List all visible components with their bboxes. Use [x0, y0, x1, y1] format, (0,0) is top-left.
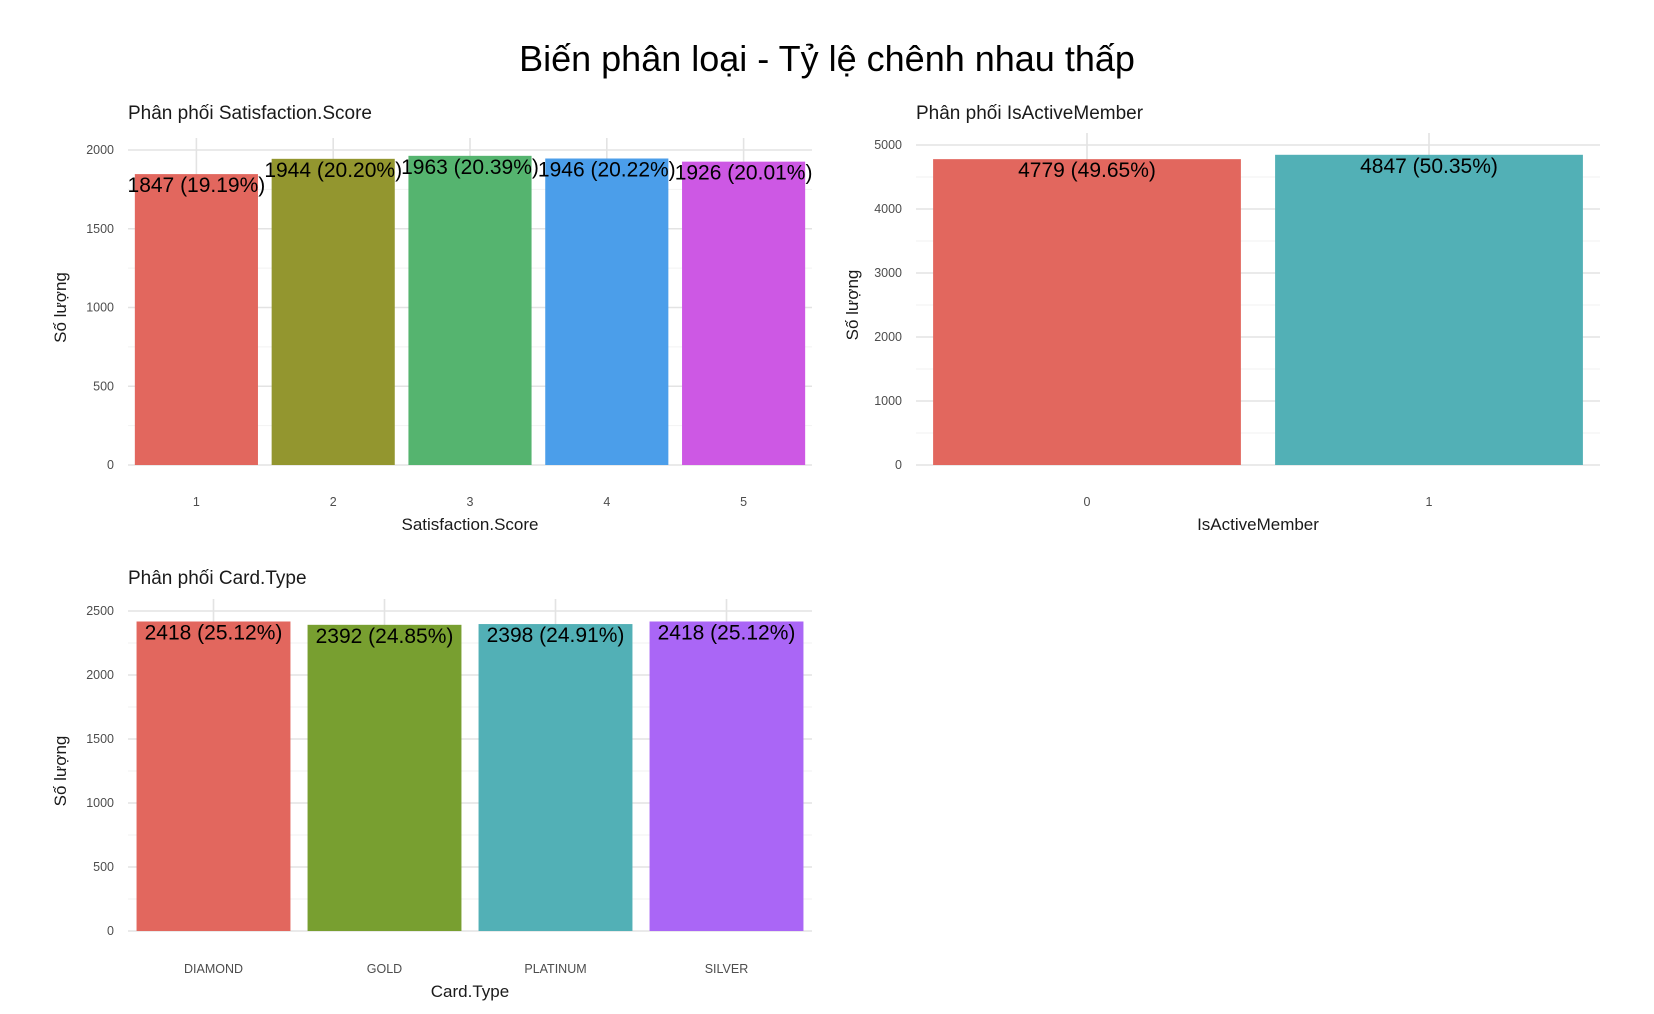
y-tick-label: 2000: [86, 668, 114, 682]
data-label: 1946 (20.22%): [538, 159, 676, 182]
x-tick-label: 1: [1426, 495, 1433, 509]
y-tick-label: 0: [895, 458, 902, 472]
y-tick-label: 2000: [86, 143, 114, 157]
bar-5: [682, 161, 806, 465]
x-axis-title: Satisfaction.Score: [401, 515, 538, 534]
y-tick-label: 0: [107, 924, 114, 938]
y-tick-label: 1500: [86, 222, 114, 236]
data-label: 2392 (24.85%): [316, 625, 454, 648]
y-tick-label: 1000: [86, 301, 114, 315]
x-tick-label: SILVER: [705, 962, 749, 976]
x-tick-label: PLATINUM: [524, 962, 586, 976]
x-tick-label: 1: [193, 495, 200, 509]
data-label: 1963 (20.39%): [401, 156, 539, 179]
bar-gold: [307, 624, 462, 931]
data-label: 1847 (19.19%): [128, 174, 266, 197]
y-tick-label: 4000: [874, 202, 902, 216]
panel-title: Phân phối Card.Type: [128, 568, 307, 589]
x-tick-label: 3: [467, 495, 474, 509]
y-tick-label: 0: [107, 458, 114, 472]
y-axis-title: Số lượng: [843, 270, 862, 341]
y-tick-label: 3000: [874, 266, 902, 280]
data-label: 4847 (50.35%): [1360, 155, 1498, 178]
panel-title: Phân phối Satisfaction.Score: [128, 103, 372, 124]
x-tick-label: 5: [740, 495, 747, 509]
bar-2: [271, 158, 395, 465]
y-tick-label: 1500: [86, 732, 114, 746]
bar-platinum: [478, 624, 633, 931]
x-tick-label: DIAMOND: [184, 962, 243, 976]
y-tick-label: 1000: [874, 394, 902, 408]
y-tick-label: 2500: [86, 604, 114, 618]
x-tick-label: 0: [1084, 495, 1091, 509]
y-tick-label: 5000: [874, 138, 902, 152]
x-tick-label: GOLD: [367, 962, 402, 976]
bar-1: [134, 174, 258, 465]
panel-title: Phân phối IsActiveMember: [916, 103, 1144, 124]
y-tick-label: 2000: [874, 330, 902, 344]
data-label: 1944 (20.20%): [264, 159, 402, 182]
y-axis-title: Số lượng: [51, 272, 70, 343]
bar-4: [545, 158, 669, 465]
y-tick-label: 500: [93, 860, 114, 874]
data-label: 4779 (49.65%): [1018, 159, 1156, 182]
data-label: 2418 (25.12%): [658, 621, 796, 644]
x-tick-label: 4: [603, 495, 610, 509]
bar-1: [1275, 154, 1583, 466]
data-label: 1926 (20.01%): [675, 162, 813, 185]
y-tick-label: 1000: [86, 796, 114, 810]
x-axis-title: Card.Type: [431, 982, 509, 1001]
main-title: Biến phân loại - Tỷ lệ chênh nhau thấp: [519, 38, 1135, 79]
data-label: 2418 (25.12%): [145, 621, 283, 644]
bar-3: [408, 155, 532, 465]
x-axis-title: IsActiveMember: [1197, 515, 1319, 534]
y-tick-label: 500: [93, 379, 114, 393]
bar-diamond: [136, 621, 291, 931]
y-axis-title: Số lượng: [51, 736, 70, 807]
data-label: 2398 (24.91%): [487, 624, 625, 647]
bar-silver: [649, 621, 804, 931]
bar-0: [933, 159, 1241, 466]
x-tick-label: 2: [330, 495, 337, 509]
